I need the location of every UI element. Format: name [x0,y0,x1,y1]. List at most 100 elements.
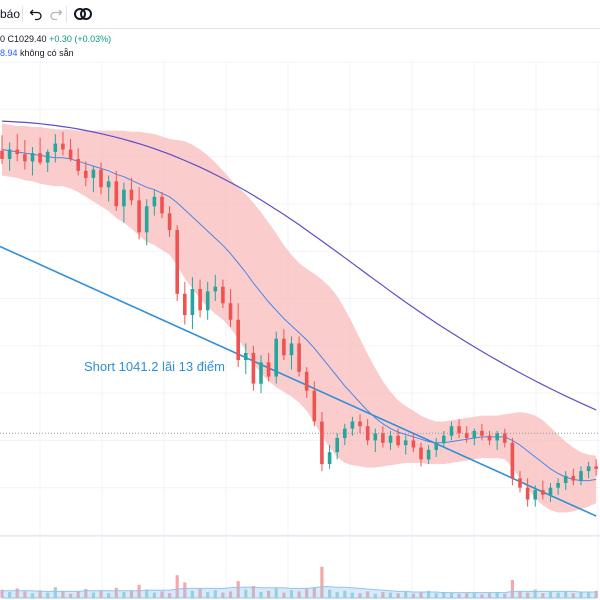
volume-bar [564,591,568,598]
candle-body [213,286,218,292]
candle-body [144,206,149,233]
volume-bar [160,591,164,598]
candle-body [274,338,278,377]
redo-icon [50,9,63,21]
volume-bar [358,593,362,598]
redo-button[interactable] [46,4,66,24]
volume-bar [91,592,95,598]
volume-bar [53,587,57,598]
bollinger-band [2,123,597,513]
volume-bar [388,592,393,598]
ohlc-prefix: 0 [0,34,6,44]
candle-body [312,390,317,422]
candle-body [244,352,248,360]
volume-bar [526,592,530,598]
volume-bar [30,593,35,598]
candlesticks [0,131,598,507]
candle-body [442,435,446,443]
volume-bar [38,590,42,598]
candle-body [579,471,583,481]
alert-label[interactable]: báo [0,7,21,21]
candle-body [480,430,484,436]
indicator-legend: 8.94 không có sẵn [0,48,74,58]
candle-body [23,154,27,162]
volume-bar [396,593,400,598]
candle-body [449,426,454,436]
volume-bar [343,590,347,598]
candle-body [327,452,332,464]
candle-body [487,435,492,441]
volume-bar [411,593,415,598]
candle-body [183,293,187,316]
candle-body [350,421,355,429]
candle-body [320,421,324,465]
volume-bar [236,581,240,598]
trade-annotation[interactable]: Short 1041.2 lãi 13 điểm [84,359,225,374]
volume-bar [472,592,476,598]
candle-body [198,289,202,311]
compare-button[interactable] [72,4,94,24]
candle-body [556,483,560,488]
volume-bar [320,566,324,598]
candle-body [495,433,499,441]
candle-body [137,200,141,233]
volume-bar [213,590,217,598]
volume-bar [228,591,233,598]
volume-bar [175,575,179,598]
volume-ma-area [1,586,597,599]
volume-bar [510,580,514,598]
volume-bar [114,587,118,598]
candle-body [84,170,88,178]
candle-body [464,433,469,438]
candle-body [335,438,339,453]
candle-body [419,447,423,460]
candle-body [190,289,195,315]
candle-body [61,143,65,150]
volume-bar [107,593,111,598]
candle-body [236,319,240,360]
volume-bar [244,589,248,598]
candle-body [571,475,576,481]
candle-body [518,478,522,488]
volume-bar [99,590,103,598]
volume-bar [61,590,65,598]
volume-bar [587,592,591,598]
candle-body [68,149,73,159]
candle-body [358,421,362,427]
downtrend-line[interactable] [0,237,597,517]
volume-bar [69,593,73,598]
candle-body [388,435,393,443]
undo-button[interactable] [26,4,46,24]
candle-body [457,426,461,434]
volume-bar [381,592,385,598]
candle-body [541,490,545,495]
volume-bar [282,592,286,598]
candle-body [129,189,134,201]
volume-bar [206,592,210,598]
volume-bar [297,591,301,598]
volume-bar [274,588,278,598]
volume-bar [152,592,156,598]
volume-bar [335,592,339,598]
candle-body [221,286,225,304]
candle-body [7,149,12,159]
candle-body [426,449,431,460]
candle-body [548,487,553,495]
candle-body [38,153,42,163]
candle-body [259,362,263,384]
candle-body [381,433,385,443]
volume-bar [495,592,499,598]
candle-body [289,343,294,356]
volume-bar [183,582,187,598]
candle-body [373,433,378,441]
candle-body [304,371,309,391]
volume-bar [480,594,484,598]
volume-bar [366,591,370,598]
candle-body [411,440,416,448]
candle-body [152,196,157,207]
volume-bar [427,590,431,598]
candle-body [282,338,286,356]
candle-body [160,196,164,214]
indicator-value: 8.94 [0,48,18,58]
